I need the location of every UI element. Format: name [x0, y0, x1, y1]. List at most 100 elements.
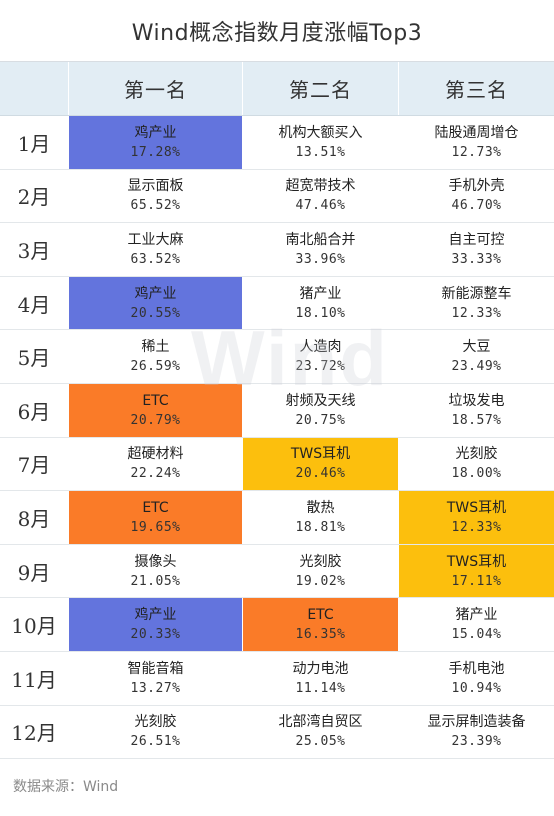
concept-name: 新能源整车: [441, 285, 512, 302]
table-body: 1月 鸡产业 17.28% 机构大额买入 13.51% 陆股通周增仓 12.73% 2月 显示面…: [0, 116, 554, 760]
month-label: 2月: [0, 169, 69, 223]
month-label: 11月: [0, 651, 69, 705]
gain-percent: 25.05%: [295, 734, 346, 750]
gain-percent: 20.33%: [130, 627, 181, 643]
gain-percent: 13.27%: [130, 680, 181, 696]
table-row: 2月 显示面板 65.52% 超宽带技术 47.46% 手机外壳 46.70%: [0, 169, 554, 224]
concept-name: 鸡产业: [134, 607, 177, 624]
page-title: Wind概念指数月度涨幅Top3: [0, 0, 554, 62]
rank-cell: 鸡产业 17.28%: [69, 116, 243, 169]
rank-cell: 人造肉 23.72%: [243, 330, 399, 383]
table-row: 10月 鸡产业 20.33% ETC 16.35% 猪产业 15.04%: [0, 598, 554, 652]
concept-name: TWS耳机: [446, 499, 507, 516]
concept-name: 猪产业: [455, 607, 498, 624]
concept-name: 南北船合并: [285, 231, 356, 248]
month-label: 3月: [0, 223, 69, 276]
gain-percent: 17.28%: [130, 144, 181, 160]
table-row: 12月 光刻胶 26.51% 北部湾自贸区 25.05% 显示屏制造装备 23.39%: [0, 705, 554, 760]
rank-cell: TWS耳机 12.33%: [399, 491, 554, 544]
rank-cell: 鸡产业 20.55%: [69, 276, 243, 330]
concept-name: 光刻胶: [455, 446, 498, 463]
month-label: 9月: [0, 544, 69, 598]
concept-name: 大豆: [462, 339, 491, 356]
gain-percent: 47.46%: [295, 198, 346, 214]
rank-cell: 猪产业 15.04%: [399, 598, 554, 651]
gain-percent: 65.52%: [130, 198, 181, 214]
rank-cell: 动力电池 11.14%: [243, 651, 399, 705]
rank-cell: 稀土 26.59%: [69, 330, 243, 383]
gain-percent: 12.33%: [451, 519, 502, 535]
concept-name: ETC: [307, 607, 334, 624]
header-first-place: 第一名: [69, 62, 243, 115]
rank-cell: 射频及天线 20.75%: [243, 383, 399, 437]
rank-cell: 光刻胶 19.02%: [243, 544, 399, 598]
table-row: 8月 ETC 19.65% 散热 18.81% TWS耳机 12.33%: [0, 491, 554, 545]
month-label: 8月: [0, 491, 69, 544]
gain-percent: 23.39%: [451, 734, 502, 750]
gain-percent: 26.59%: [130, 359, 181, 375]
rank-cell: 新能源整车 12.33%: [399, 277, 554, 330]
rank-cell: 超硬材料 22.24%: [69, 437, 243, 491]
concept-name: 光刻胶: [134, 714, 177, 731]
gain-percent: 26.51%: [130, 734, 181, 750]
rank-cell: 工业大麻 63.52%: [69, 223, 243, 276]
rank-cell: 南北船合并 33.96%: [243, 223, 399, 276]
rank-cell: 摄像头 21.05%: [69, 544, 243, 598]
rank-cell: ETC 19.65%: [69, 491, 243, 544]
gain-percent: 23.72%: [295, 359, 346, 375]
concept-name: 显示屏制造装备: [427, 714, 526, 731]
rank-cell: ETC 20.79%: [69, 383, 243, 437]
rank-cell: 猪产业 18.10%: [243, 276, 399, 330]
gain-percent: 12.73%: [451, 144, 502, 160]
rank-cell: 智能音箱 13.27%: [69, 651, 243, 705]
concept-name: 陆股通周增仓: [434, 124, 519, 141]
concept-name: 鸡产业: [134, 124, 177, 141]
gain-percent: 19.02%: [295, 573, 346, 589]
gain-percent: 46.70%: [451, 198, 502, 214]
table-row: 6月 ETC 20.79% 射频及天线 20.75% 垃圾发电 18.57%: [0, 383, 554, 438]
rank-cell: 北部湾自贸区 25.05%: [243, 705, 399, 759]
concept-name: 人造肉: [299, 339, 342, 356]
concept-name: 垃圾发电: [448, 392, 505, 409]
month-label: 6月: [0, 383, 69, 437]
rank-cell: TWS耳机 17.11%: [399, 544, 554, 598]
concept-name: 超硬材料: [127, 446, 184, 463]
gain-percent: 10.94%: [451, 680, 502, 696]
gain-percent: 18.81%: [295, 519, 346, 535]
gain-percent: 12.33%: [451, 305, 502, 321]
header-third-place: 第三名: [445, 78, 508, 102]
gain-percent: 20.75%: [295, 412, 346, 428]
gain-percent: 23.49%: [451, 359, 502, 375]
rank-cell: 显示屏制造装备 23.39%: [399, 706, 554, 759]
concept-name: ETC: [142, 392, 169, 409]
gain-percent: 18.57%: [451, 412, 502, 428]
concept-name: 动力电池: [292, 660, 349, 677]
concept-name: 鸡产业: [134, 285, 177, 302]
gain-percent: 18.10%: [295, 305, 346, 321]
gain-percent: 20.46%: [295, 466, 346, 482]
concept-name: 工业大麻: [127, 231, 184, 248]
concept-name: 显示面板: [127, 178, 184, 195]
month-label: 5月: [0, 330, 69, 383]
gain-percent: 15.04%: [451, 627, 502, 643]
concept-name: 机构大额买入: [278, 124, 363, 141]
rank-cell: 手机电池 10.94%: [399, 652, 554, 705]
rank-cell: 鸡产业 20.33%: [69, 598, 243, 651]
month-label: 1月: [0, 116, 69, 169]
concept-name: 手机外壳: [448, 178, 505, 195]
concept-name: TWS耳机: [446, 553, 507, 570]
table-row: 5月 稀土 26.59% 人造肉 23.72% 大豆 23.49%: [0, 330, 554, 384]
data-source-note: 数据来源：Wind: [13, 779, 119, 795]
rank-cell: 大豆 23.49%: [399, 330, 554, 383]
gain-percent: 63.52%: [130, 251, 181, 267]
header-month-cell: [0, 62, 69, 115]
gain-percent: 19.65%: [130, 519, 181, 535]
rank-cell: 光刻胶 26.51%: [69, 705, 243, 759]
concept-name: 射频及天线: [285, 392, 356, 409]
concept-name: 北部湾自贸区: [278, 714, 363, 731]
rank-cell: 垃圾发电 18.57%: [399, 384, 554, 437]
gain-percent: 20.79%: [130, 412, 181, 428]
gain-percent: 18.00%: [451, 466, 502, 482]
concept-name: 手机电池: [448, 660, 505, 677]
rank-cell: TWS耳机 20.46%: [243, 437, 399, 491]
